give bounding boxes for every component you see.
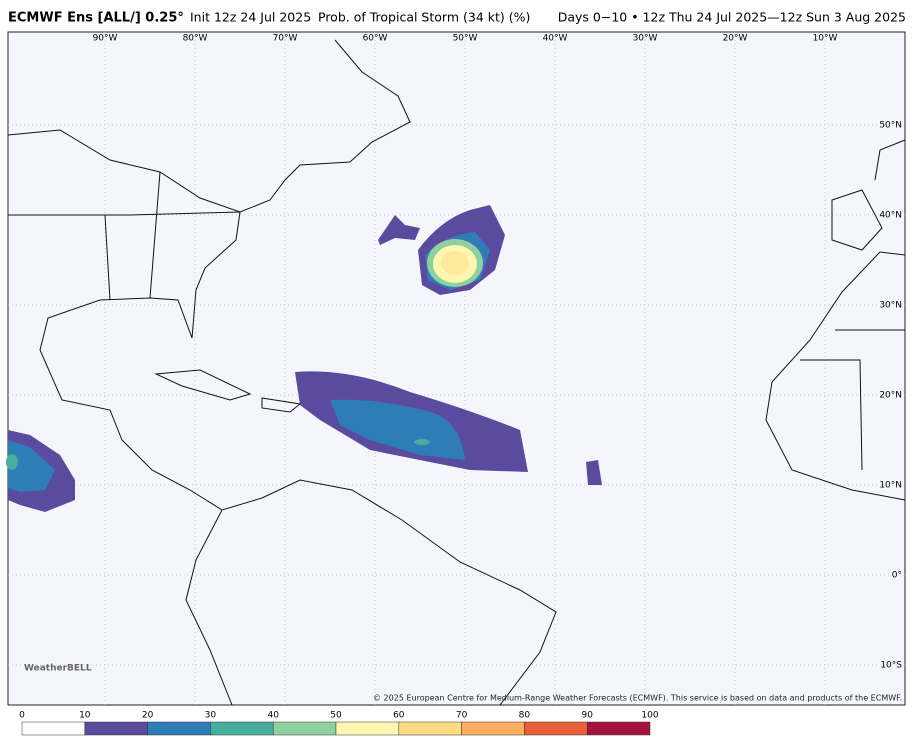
lon-label: 20°W (723, 34, 748, 44)
lon-label: 80°W (183, 34, 208, 44)
lon-label: 90°W (93, 34, 118, 44)
lat-label: 20°N (879, 391, 902, 401)
colorbar-label: 90 (581, 711, 593, 721)
init: Init 12z 24 Jul 2025 (190, 10, 311, 25)
lat-label: 40°N (879, 211, 902, 221)
lon-label: 30°W (633, 34, 658, 44)
logo: WeatherBELL (24, 664, 92, 674)
color-bin (210, 721, 274, 736)
lon-label: 50°W (453, 34, 478, 44)
colorbar-label: 40 (267, 711, 279, 721)
lon-label: 70°W (273, 34, 298, 44)
color-bin (147, 721, 211, 736)
colorbar-label: 70 (456, 711, 468, 721)
colorbar-label: 100 (641, 711, 658, 721)
lat-label: 10°S (880, 661, 902, 671)
graticule: 90°W 80°W 70°W 60°W 50°W 40°W 30°W 20°W 10°W 50°N… (8, 32, 905, 705)
lat-label: 50°N (879, 121, 902, 131)
probability (6, 205, 602, 512)
color-bin (461, 721, 525, 736)
color-bin (21, 721, 86, 736)
color-bin (84, 721, 148, 736)
colorbar-label: 30 (205, 711, 217, 721)
lon-label: 60°W (363, 34, 388, 44)
lat-label: 30°N (879, 301, 902, 311)
coastlines (7, 39, 906, 706)
lat-label: 0° (892, 571, 902, 581)
map-frame (7, 31, 906, 706)
colorbar: 0 10 20 30 40 50 60 70 80 90 100 (19, 711, 659, 736)
colorbar-label: 60 (393, 711, 405, 721)
colorbar-label: 80 (519, 711, 531, 721)
color-bin (272, 721, 337, 736)
color-bin (335, 721, 400, 736)
lon-label: 10°W (813, 34, 838, 44)
product: Prob. of Tropical Storm (34 kt) (%) (318, 10, 530, 25)
color-bin (524, 721, 588, 736)
color-bin (586, 721, 651, 736)
colorbar-label: 50 (330, 711, 342, 721)
valid: Days 0−10 • 12z Thu 24 Jul 2025—12z Sun … (558, 10, 906, 25)
copyright: © 2025 European Centre for Medium-Range … (373, 694, 902, 703)
colorbar-label: 10 (79, 711, 91, 721)
colorbar-label: 20 (142, 711, 154, 721)
colorbar-label: 0 (19, 711, 25, 721)
color-bin (398, 721, 462, 736)
lon-label: 40°W (543, 34, 568, 44)
model: ECMWF Ens [ALL/] 0.25° (8, 11, 184, 26)
lat-label: 10°N (879, 481, 902, 491)
